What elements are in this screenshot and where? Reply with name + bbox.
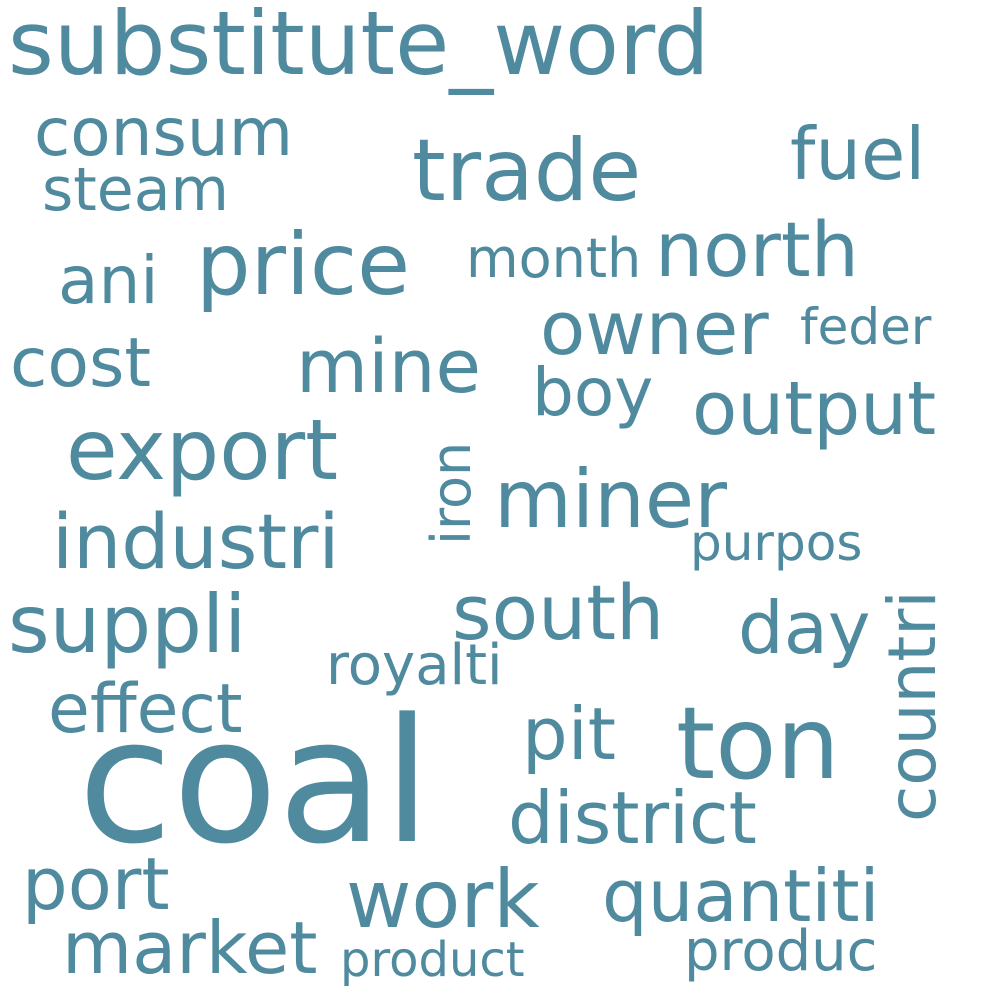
- word-quantiti: quantiti: [602, 854, 880, 938]
- word-fuel: fuel: [790, 112, 926, 196]
- word-purpos: purpos: [690, 514, 863, 572]
- word-south: south: [452, 568, 665, 657]
- word-output: output: [692, 366, 937, 452]
- word-royalti: royalti: [326, 633, 503, 698]
- word-boy: boy: [532, 354, 654, 431]
- word-feder: feder: [800, 298, 932, 356]
- word-iron: iron: [420, 441, 483, 545]
- word-month: month: [466, 227, 642, 290]
- word-consum: consum: [34, 94, 294, 171]
- word-effect: effect: [48, 670, 243, 749]
- word-port: port: [22, 842, 170, 926]
- word-pit: pit: [522, 692, 616, 776]
- word-produc: produc: [684, 919, 878, 984]
- word-trade: trade: [412, 121, 642, 221]
- word-ton: ton: [676, 685, 840, 802]
- word-market: market: [62, 906, 318, 990]
- word-steam: steam: [42, 155, 229, 225]
- word-substitute-word: substitute_word: [8, 0, 710, 95]
- word-suppli: suppli: [8, 578, 247, 671]
- word-mine: mine: [296, 324, 482, 410]
- word-owner: owner: [540, 286, 769, 372]
- word-district: district: [508, 776, 757, 860]
- word-industri: industri: [52, 497, 340, 586]
- word-price: price: [196, 215, 411, 315]
- word-north: north: [655, 205, 859, 294]
- word-cost: cost: [10, 324, 152, 403]
- word-ani: ani: [58, 242, 159, 319]
- word-coal: coal: [78, 681, 431, 882]
- word-product: product: [340, 932, 525, 988]
- word-miner: miner: [494, 453, 727, 546]
- word-export: export: [66, 401, 339, 499]
- word-work: work: [346, 853, 540, 946]
- word-day: day: [738, 586, 871, 670]
- word-countri: countri: [874, 590, 951, 822]
